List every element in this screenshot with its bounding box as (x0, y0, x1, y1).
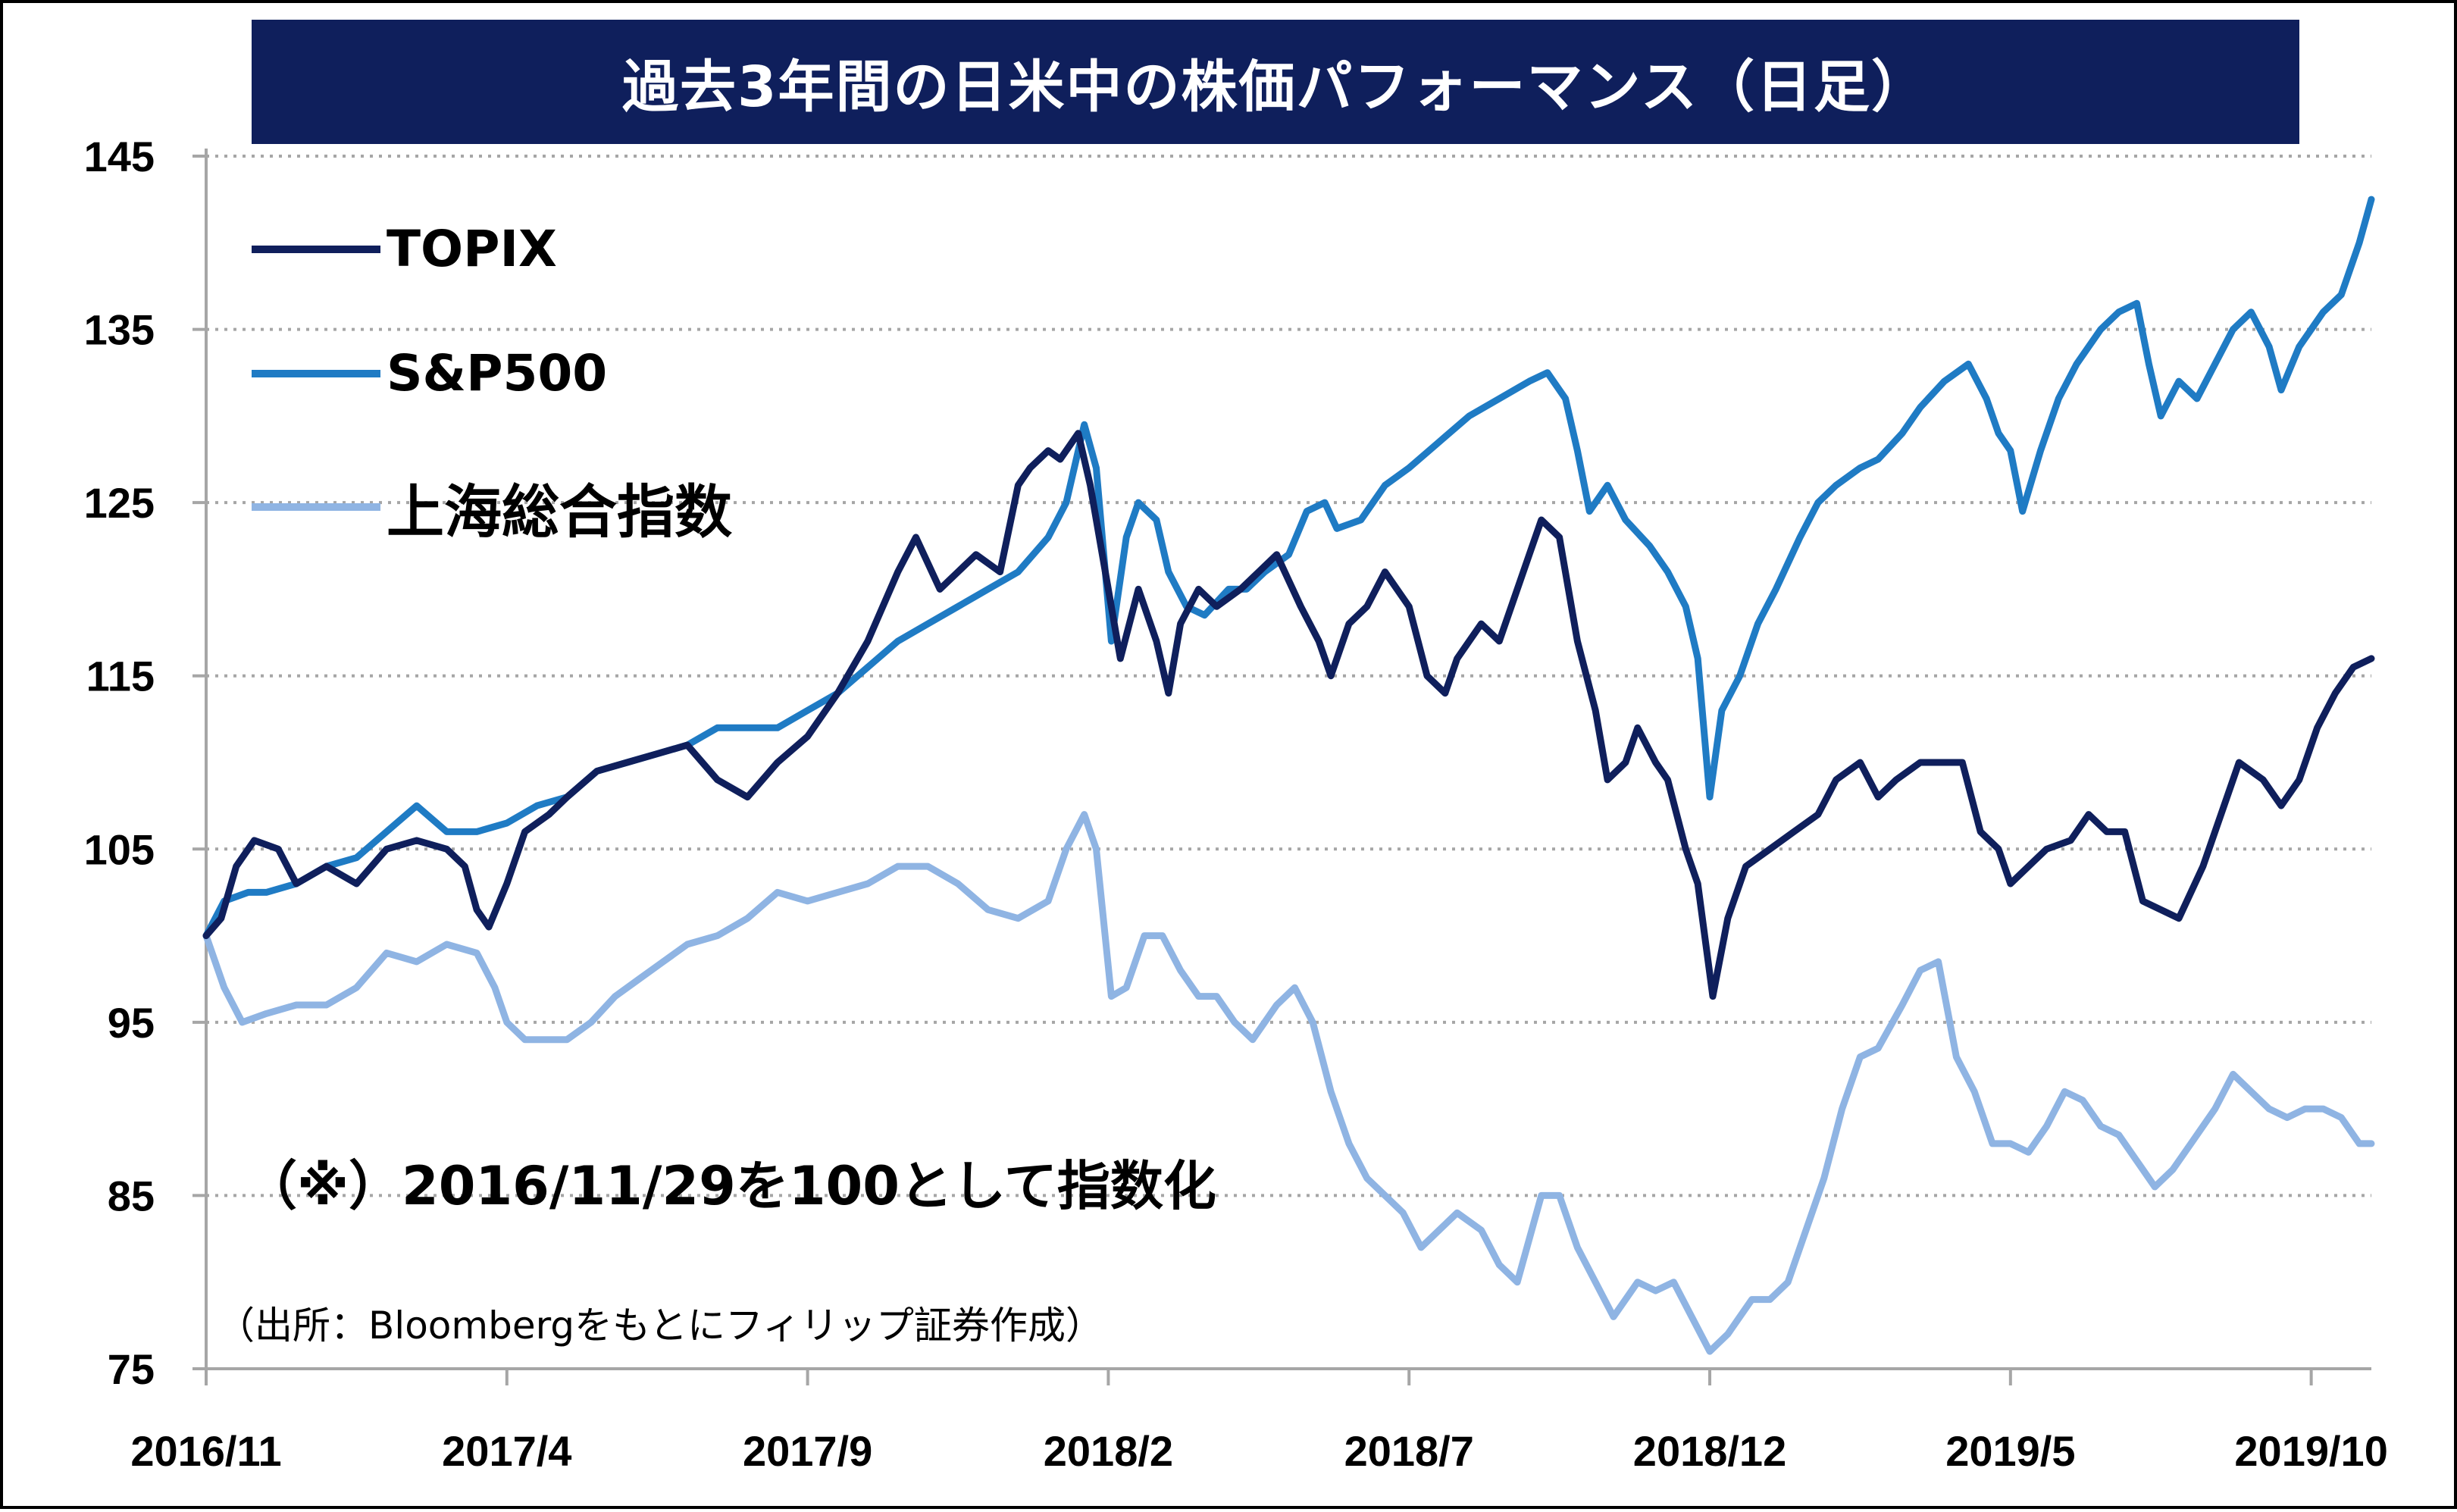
x-tick-label: 2018/7 (1344, 1427, 1474, 1475)
series-line-shanghai (202, 811, 2375, 1355)
legend-swatch-sp500 (252, 369, 380, 377)
y-tick-label: 145 (84, 133, 155, 180)
x-tick-label: 2019/10 (2234, 1427, 2387, 1475)
x-tick-label: 2018/2 (1044, 1427, 1173, 1475)
series-line-topix (202, 430, 2375, 1000)
y-tick-label: 135 (84, 306, 155, 354)
x-tick-label: 2017/4 (442, 1427, 571, 1475)
legend-item-sp500: S&P500 (252, 344, 607, 402)
legend-label-shanghai: 上海総合指数 (387, 478, 732, 546)
x-tick-label: 2018/12 (1633, 1427, 1786, 1475)
y-tick-label: 125 (84, 479, 155, 527)
y-tick-label: 95 (108, 999, 155, 1047)
x-tick-label: 2019/5 (1945, 1427, 2075, 1475)
legend-swatch-topix (252, 245, 380, 253)
y-tick-label: 75 (108, 1345, 155, 1393)
x-tick-label: 2016/11 (130, 1427, 281, 1475)
y-tick-label: 105 (84, 825, 155, 873)
x-tick-label: 2017/9 (743, 1427, 872, 1475)
index-note: （※）2016/11/29を100として指数化 (244, 1155, 1216, 1217)
legend-label-sp500: S&P500 (387, 344, 608, 402)
y-tick-label: 85 (108, 1172, 155, 1219)
chart-svg: 145 135 125 115 105 95 85 75 2016/11 2017/4 2017/9… (84, 133, 2388, 1475)
series-layer (202, 196, 2375, 1355)
grid-layer (206, 155, 2371, 1197)
chart-title: 過去3年間の日米中の株価パフォーマンス（日足） (252, 20, 2299, 144)
legend-item-topix: TOPIX (252, 220, 557, 278)
axis-layer: 145 135 125 115 105 95 85 75 2016/11 2017/4 2017/9… (84, 133, 2388, 1475)
source-note: （出所：Bloombergをもとにフィリップ証券作成） (217, 1304, 1103, 1348)
y-tick-label: 115 (86, 653, 155, 700)
legend-item-shanghai: 上海総合指数 (252, 465, 732, 549)
legend-swatch-shanghai (252, 503, 380, 511)
legend-label-topix: TOPIX (387, 220, 557, 278)
